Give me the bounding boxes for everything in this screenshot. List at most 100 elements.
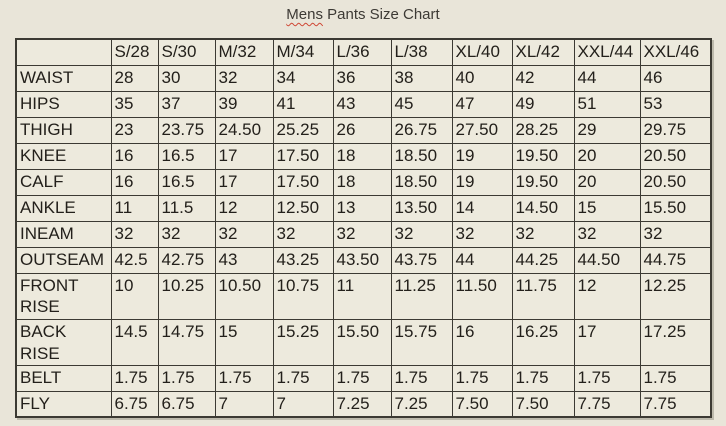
size-cell: 29 [573, 116, 641, 144]
column-header: L/36 [332, 38, 392, 66]
row-label-text: FRONT RISE [20, 275, 79, 316]
title-misspelled-word: Mens [286, 6, 323, 23]
row-label-text: WAIST [20, 67, 74, 87]
size-cell: 15.50 [639, 194, 712, 222]
size-cell: 18 [332, 168, 392, 196]
size-cell: 1.75 [110, 364, 159, 392]
corner-cell [15, 38, 112, 66]
size-cell: 47 [451, 90, 513, 118]
size-cell: 7.50 [511, 390, 575, 418]
size-cell: 17.50 [272, 142, 334, 170]
size-cell: 32 [214, 220, 274, 248]
size-cell: 19 [451, 142, 513, 170]
table-row: WAIST 28 30 32 34 36 38 40 42 44 46 [15, 64, 712, 92]
size-cell: 36 [332, 64, 392, 92]
size-cell: 24.50 [214, 116, 274, 144]
size-cell: 27.50 [451, 116, 513, 144]
size-cell: 29.75 [639, 116, 712, 144]
column-header: XL/40 [451, 38, 513, 66]
size-cell: 46 [639, 64, 712, 92]
size-cell: 15 [214, 318, 274, 366]
row-label: CALF [15, 168, 112, 196]
size-cell: 23 [110, 116, 159, 144]
size-cell: 39 [214, 90, 274, 118]
column-header: M/32 [214, 38, 274, 66]
size-cell: 15.25 [272, 318, 334, 366]
row-label: HIPS [15, 90, 112, 118]
size-cell: 43.25 [272, 246, 334, 274]
size-cell: 32 [639, 220, 712, 248]
size-cell: 42.75 [157, 246, 216, 274]
size-cell: 1.75 [639, 364, 712, 392]
size-cell: 16.5 [157, 168, 216, 196]
size-cell: 45 [390, 90, 453, 118]
size-cell: 10 [110, 272, 159, 320]
size-cell: 7.50 [451, 390, 513, 418]
size-cell: 11 [332, 272, 392, 320]
size-cell: 7 [272, 390, 334, 418]
page-title: Mens Pants Size Chart [0, 5, 726, 25]
size-cell: 7.25 [332, 390, 392, 418]
size-cell: 32 [110, 220, 159, 248]
size-cell: 44.25 [511, 246, 575, 274]
column-header: XXL/46 [639, 38, 712, 66]
row-label-text: BELT [20, 367, 62, 387]
column-header: XXL/44 [573, 38, 641, 66]
size-cell: 14.50 [511, 194, 575, 222]
table-row: INEAM 32 32 32 32 32 32 32 32 32 32 [15, 220, 712, 248]
column-header: L/38 [390, 38, 453, 66]
size-cell: 49 [511, 90, 575, 118]
size-cell: 18 [332, 142, 392, 170]
size-cell: 43.50 [332, 246, 392, 274]
size-cell: 42 [511, 64, 575, 92]
table-row: HIPS 35 37 39 41 43 45 47 49 51 53 [15, 90, 712, 118]
size-cell: 30 [157, 64, 216, 92]
size-cell: 23.75 [157, 116, 216, 144]
size-cell: 16.25 [511, 318, 575, 366]
size-cell: 32 [451, 220, 513, 248]
size-cell: 7.25 [390, 390, 453, 418]
row-label-text: FLY [20, 393, 50, 413]
column-header: S/28 [110, 38, 159, 66]
row-label-text: INEAM [20, 223, 74, 243]
size-cell: 43.75 [390, 246, 453, 274]
size-cell: 16 [110, 142, 159, 170]
row-label-text: HIPS [20, 93, 60, 113]
size-cell: 17.50 [272, 168, 334, 196]
size-cell: 32 [157, 220, 216, 248]
size-cell: 20 [573, 168, 641, 196]
row-label: FRONT RISE [15, 272, 112, 320]
size-cell: 10.25 [157, 272, 216, 320]
size-cell: 13 [332, 194, 392, 222]
size-cell: 1.75 [157, 364, 216, 392]
size-cell: 28 [110, 64, 159, 92]
size-cell: 6.75 [110, 390, 159, 418]
table-row: BACK RISE 14.5 14.75 15 15.25 15.50 15.75 16 16.… [15, 318, 712, 366]
row-label: THIGH [15, 116, 112, 144]
row-label-text: THIGH [20, 119, 73, 139]
size-cell: 17 [573, 318, 641, 366]
row-label: OUTSEAM [15, 246, 112, 274]
size-cell: 16.5 [157, 142, 216, 170]
size-cell: 19 [451, 168, 513, 196]
size-cell: 7.75 [639, 390, 712, 418]
size-cell: 44.75 [639, 246, 712, 274]
size-cell: 14.75 [157, 318, 216, 366]
size-cell: 19.50 [511, 142, 575, 170]
size-cell: 32 [332, 220, 392, 248]
size-cell: 19.50 [511, 168, 575, 196]
size-cell: 7 [214, 390, 274, 418]
size-cell: 17.25 [639, 318, 712, 366]
size-cell: 43 [332, 90, 392, 118]
size-cell: 37 [157, 90, 216, 118]
size-cell: 38 [390, 64, 453, 92]
column-header: S/30 [157, 38, 216, 66]
size-cell: 18.50 [390, 142, 453, 170]
row-label: BACK RISE [15, 318, 112, 366]
size-cell: 43 [214, 246, 274, 274]
table-row: ANKLE 11 11.5 12 12.50 13 13.50 14 14.50 15 15.50 [15, 194, 712, 222]
size-cell: 1.75 [332, 364, 392, 392]
size-cell: 42.5 [110, 246, 159, 274]
size-cell: 12.50 [272, 194, 334, 222]
table-row: KNEE 16 16.5 17 17.50 18 18.50 19 19.50 20 20.50 [15, 142, 712, 170]
